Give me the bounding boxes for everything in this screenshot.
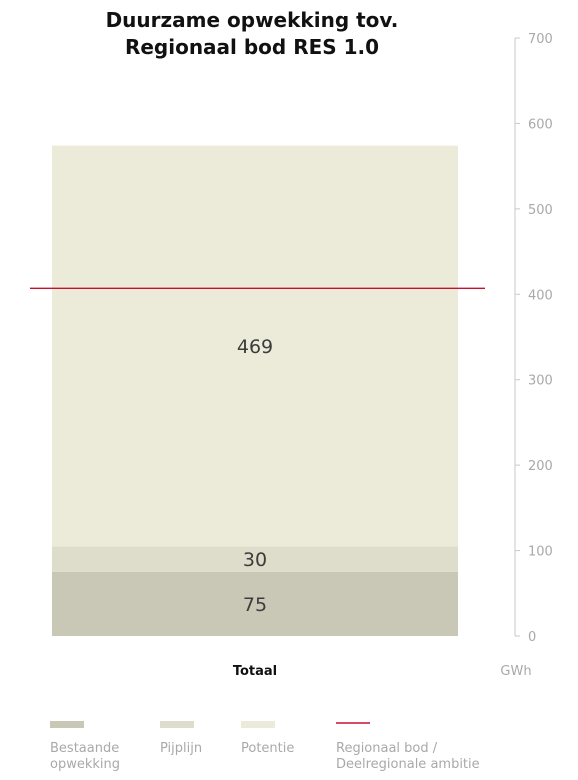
y-tick-label: 300 <box>528 374 553 389</box>
y-tick-label: 700 <box>528 32 553 47</box>
bar-value-label: 30 <box>243 549 267 571</box>
bar-value-label: 75 <box>243 594 267 616</box>
bar-segment-bestaande-opwekking <box>52 571 458 636</box>
legend-label: Bestaande <box>50 741 119 756</box>
x-category-label: Totaal <box>233 664 277 679</box>
bar-segment-potentie <box>52 145 458 547</box>
legend-swatch <box>160 721 194 728</box>
legend-swatch <box>241 721 275 728</box>
legend-swatch <box>50 721 84 728</box>
legend-item: Pijplijn <box>160 721 202 756</box>
y-tick-label: 100 <box>528 545 553 560</box>
legend-label: Deelregionale ambitie <box>336 757 480 772</box>
unit-label: GWh <box>500 664 531 679</box>
y-tick-label: 500 <box>528 203 553 218</box>
y-tick-label: 600 <box>528 117 553 132</box>
legend-item: Potentie <box>241 721 294 756</box>
chart-title-line: Regionaal bod RES 1.0 <box>125 35 379 59</box>
legend-label: Potentie <box>241 741 294 756</box>
legend-label: Regionaal bod / <box>336 741 438 756</box>
legend-label: Pijplijn <box>160 741 202 756</box>
bar-segment-pijplijn <box>52 546 458 572</box>
legend-label: opwekking <box>50 757 120 772</box>
legend-item: Regionaal bod /Deelregionale ambitie <box>336 722 480 772</box>
bar-value-label: 469 <box>237 336 273 358</box>
chart-title-line: Duurzame opwekking tov. <box>106 8 399 32</box>
y-tick-label: 400 <box>528 288 553 303</box>
y-tick-label: 0 <box>528 630 536 645</box>
y-tick-label: 200 <box>528 459 553 474</box>
